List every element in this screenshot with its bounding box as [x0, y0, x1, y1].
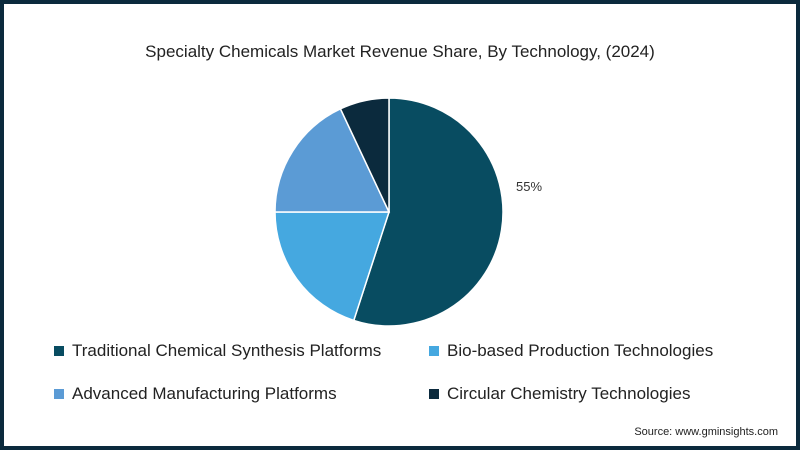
data-label-traditional: 55% [516, 179, 543, 194]
legend-label: Traditional Chemical Synthesis Platforms [72, 341, 382, 360]
legend-swatch [429, 389, 439, 399]
legend-item-bio-based: Bio-based Production Technologies [429, 341, 713, 361]
legend-label: Bio-based Production Technologies [447, 341, 714, 360]
legend-item-circular: Circular Chemistry Technologies [429, 384, 690, 404]
pie-slice-bio-based-production-technologies [274, 211, 391, 322]
legend-swatch [429, 346, 439, 356]
pie-slice-advanced-manufacturing-platforms [274, 107, 391, 213]
chart-title: Specialty Chemicals Market Revenue Share… [145, 42, 655, 61]
pie-slice-circular-chemistry-technologies [339, 97, 390, 213]
legend-swatch [54, 346, 64, 356]
pie-slice-traditional-chemical-synthesis-platforms [352, 97, 504, 327]
legend-item-traditional: Traditional Chemical Synthesis Platforms [54, 341, 381, 361]
legend-item-advanced: Advanced Manufacturing Platforms [54, 384, 337, 404]
legend-label: Circular Chemistry Technologies [447, 384, 691, 403]
source-text: Source: www.gminsights.com [634, 426, 778, 438]
legend-label: Advanced Manufacturing Platforms [72, 384, 337, 403]
legend-swatch [54, 389, 64, 399]
